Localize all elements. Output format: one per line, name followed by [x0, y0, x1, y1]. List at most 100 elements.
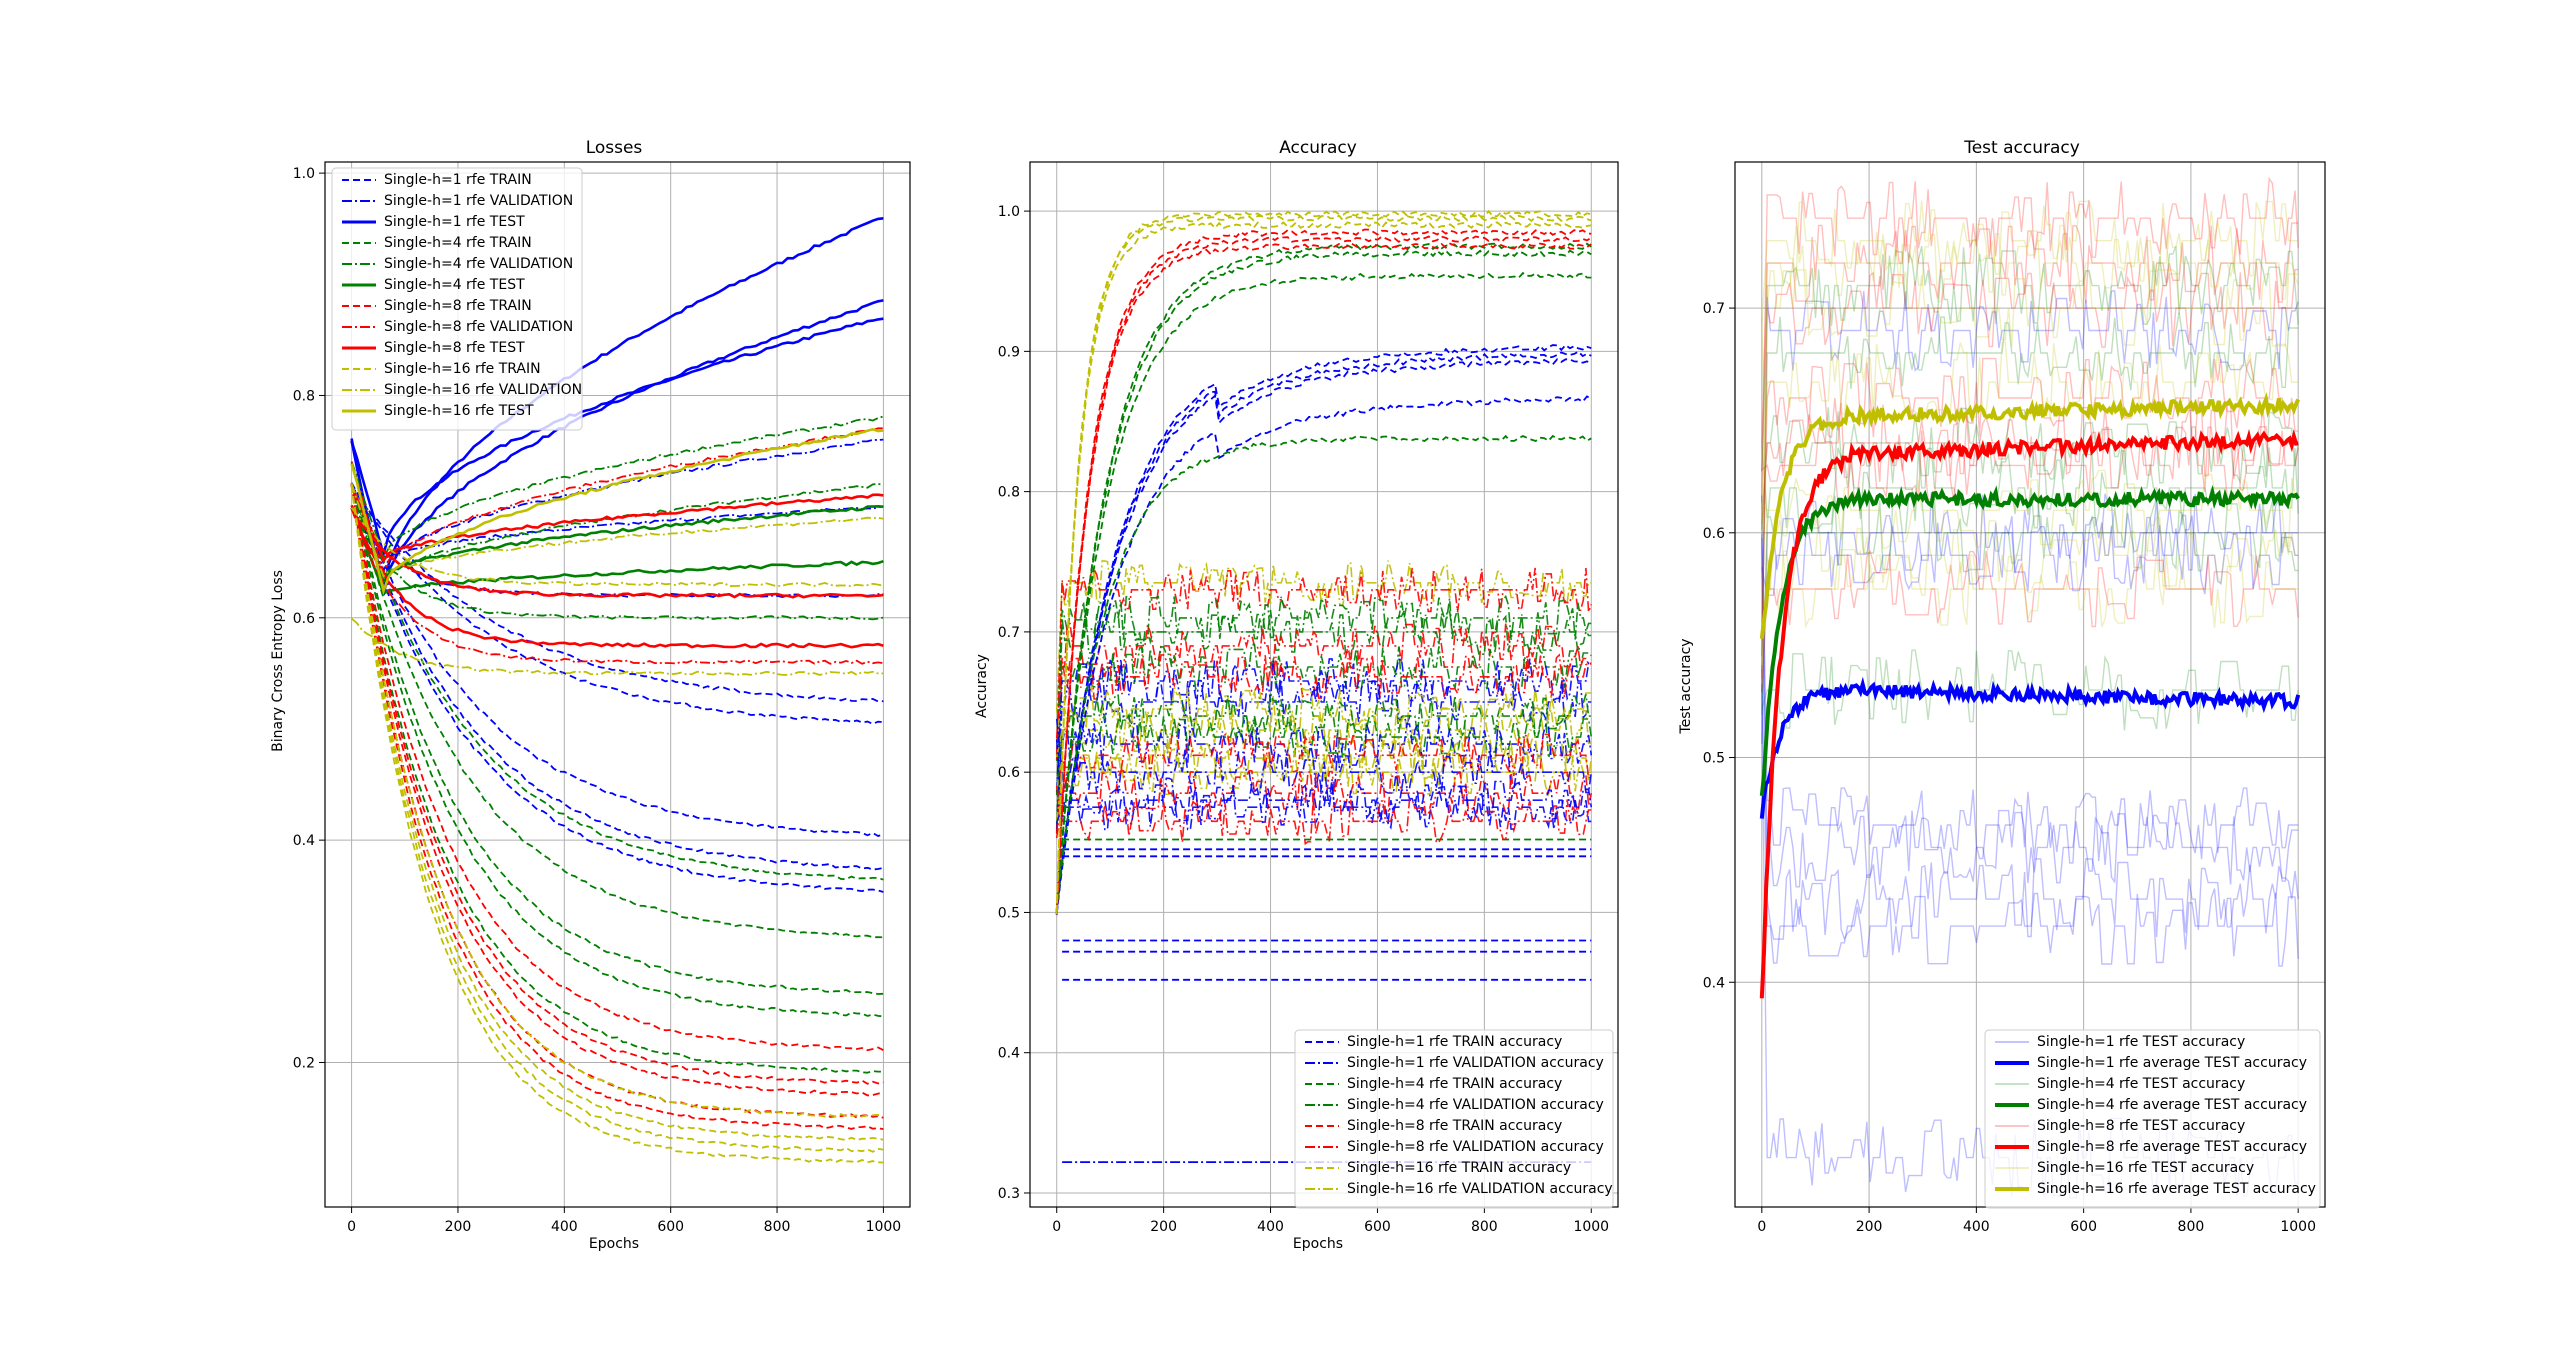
x-tick-label: 800 — [2178, 1219, 2205, 1235]
accuracy-y-axis-label: Accuracy — [974, 654, 990, 718]
plot-area — [1055, 209, 1593, 1163]
accuracy-validation-line — [1055, 560, 1592, 713]
average-test-accuracy-line — [1759, 676, 2301, 819]
legend-entry: Single-h=4 rfe TEST accuracy — [2037, 1076, 2245, 1092]
legend: Single-h=1 rfe TEST accuracy Single-h=1 r… — [1984, 1029, 2321, 1209]
accuracy-train-line — [1055, 228, 1592, 915]
accuracy-validation-line — [1055, 712, 1593, 823]
loss-series-line — [350, 485, 884, 881]
accuracy-panel: Accuracy Epochs Accuracy 0 200 400 600 800 10… — [974, 138, 1619, 1252]
loss-series-line — [350, 483, 884, 939]
x-tick-label: 400 — [1257, 1219, 1284, 1235]
x-tick-label: 600 — [2070, 1219, 2097, 1235]
legend: Single-h=1 rfe TRAIN accuracy Single-h=1 … — [1294, 1029, 1614, 1209]
accuracy-validation-line — [1055, 749, 1592, 822]
legend-entry: Single-h=8 rfe TEST — [384, 340, 525, 356]
legend-entry: Single-h=4 rfe TRAIN accuracy — [1347, 1076, 1562, 1092]
x-tick-label: 200 — [1856, 1219, 1883, 1235]
test-accuracy-line — [1761, 222, 2299, 445]
loss-series-line — [350, 485, 884, 871]
y-tick-label: 0.9 — [998, 344, 1020, 360]
test-accuracy-line — [1761, 200, 2299, 322]
accuracy-train-line — [1055, 358, 1592, 911]
losses-x-axis-label: Epochs — [589, 1236, 639, 1252]
legend-entry: Single-h=1 rfe TRAIN — [384, 172, 532, 188]
accuracy-validation-line — [1055, 693, 1592, 796]
legend-entry: Single-h=8 rfe VALIDATION accuracy — [1347, 1139, 1604, 1155]
loss-series-line — [350, 485, 884, 725]
loss-series-line — [350, 415, 884, 561]
loss-series-line — [350, 485, 884, 995]
test-accuracy-line — [1761, 357, 2299, 634]
x-tick-label: 1000 — [2280, 1219, 2316, 1235]
legend-entry: Single-h=1 rfe average TEST accuracy — [2037, 1055, 2307, 1071]
y-tick-label: 0.4 — [998, 1046, 1020, 1062]
legend-entry: Single-h=1 rfe TEST — [384, 214, 525, 230]
legend-box — [331, 167, 583, 431]
legend-entry: Single-h=16 rfe average TEST accuracy — [2037, 1181, 2316, 1197]
loss-series-line — [350, 484, 884, 1097]
x-tick-label: 800 — [1471, 1219, 1498, 1235]
test-accuracy-line — [1761, 268, 2299, 679]
test-accuracy-line — [1761, 469, 2299, 552]
loss-series-line — [350, 485, 884, 1141]
test-accuracy-line — [1761, 312, 2299, 657]
y-tick-label: 0.5 — [1703, 751, 1725, 767]
loss-series-line — [350, 427, 884, 596]
legend-entry: Single-h=4 rfe TEST — [384, 277, 525, 293]
loss-series-line — [350, 484, 884, 893]
losses-y-axis-label: Binary Cross Entropy Loss — [270, 570, 286, 752]
accuracy-validation-line — [1055, 783, 1593, 831]
loss-series-line — [350, 484, 884, 580]
accuracy-train-line — [1055, 235, 1592, 911]
y-tick-label: 0.6 — [293, 611, 315, 627]
accuracy-train-line — [1055, 221, 1592, 915]
loss-series-line — [350, 485, 884, 837]
average-test-accuracy-line — [1759, 392, 2301, 639]
loss-series-line — [351, 617, 884, 676]
legend-entry: Single-h=1 rfe TEST accuracy — [2037, 1034, 2245, 1050]
plot-area — [350, 217, 884, 1164]
legend-entry: Single-h=4 rfe VALIDATION — [384, 256, 573, 272]
loss-series-line — [350, 507, 884, 596]
test-accuracy-line — [1761, 402, 2299, 524]
test-accuracy-line — [1761, 269, 2299, 469]
x-tick-label: 0 — [347, 1219, 356, 1235]
accuracy-train-line — [1055, 271, 1592, 912]
legend: Single-h=1 rfe TRAIN Single-h=1 rfe VALID… — [331, 167, 583, 431]
accuracy-train-line — [1055, 242, 1592, 914]
y-tick-label: 0.3 — [998, 1186, 1020, 1202]
accuracy-train-line — [1055, 214, 1592, 913]
test-accuracy-line — [1761, 537, 2299, 888]
legend-entry: Single-h=8 rfe TEST accuracy — [2037, 1118, 2245, 1134]
y-tick-label: 0.2 — [293, 1055, 315, 1071]
loss-series-line — [350, 507, 884, 621]
loss-series-line — [350, 484, 884, 1018]
x-tick-label: 400 — [1963, 1219, 1990, 1235]
accuracy-x-axis-label: Epochs — [1293, 1236, 1343, 1252]
x-tick-label: 400 — [551, 1219, 578, 1235]
average-test-accuracy-line — [1759, 484, 2300, 797]
accuracy-validation-line — [1055, 679, 1592, 829]
loss-series-line — [350, 438, 884, 574]
y-tick-label: 0.6 — [998, 765, 1020, 781]
loss-series-line — [350, 482, 884, 703]
legend-entry: Single-h=8 rfe TRAIN — [384, 298, 532, 314]
legend-entry: Single-h=1 rfe VALIDATION accuracy — [1347, 1055, 1604, 1071]
y-tick-label: 0.6 — [1703, 526, 1725, 542]
loss-series-line — [350, 317, 884, 559]
accuracy-validation-line — [1055, 732, 1592, 834]
accuracy-train-line — [1055, 434, 1592, 911]
legend-entry: Single-h=16 rfe TEST — [384, 403, 534, 419]
loss-series-line — [350, 483, 884, 1130]
accuracy-train-line — [1055, 343, 1592, 916]
y-tick-label: 0.7 — [998, 625, 1020, 641]
test-accuracy-line — [1761, 290, 2299, 472]
losses-panel: Losses Epochs Binary Cross Entropy Loss … — [270, 138, 911, 1252]
y-tick-label: 0.8 — [293, 388, 315, 404]
accuracy-validation-line — [1055, 567, 1593, 755]
y-tick-label: 0.7 — [1703, 301, 1725, 317]
legend-box — [1294, 1029, 1614, 1209]
accuracy-validation-line — [1055, 643, 1592, 795]
